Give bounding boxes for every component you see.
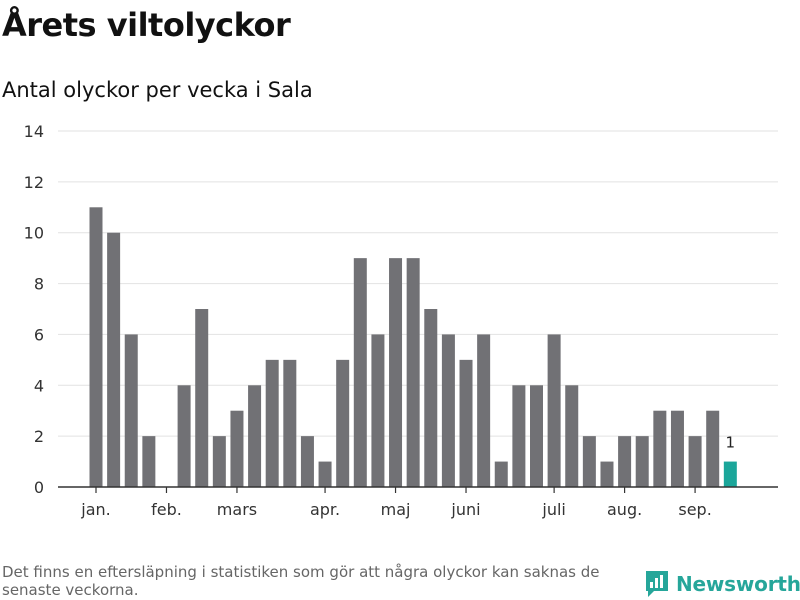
bar [248,385,262,487]
x-tick-label: mars [217,500,257,519]
chart-title: Årets viltolyckor [2,6,291,44]
x-axis-ticks: jan. feb. mars apr. maj juni juli aug. sep. [80,487,712,519]
bar [530,385,543,487]
bar [600,461,614,487]
y-axis-ticks: 0 2 4 6 8 10 12 14 [24,122,44,497]
y-tick-label: 2 [34,427,44,446]
bar [477,334,491,487]
bar [441,334,455,487]
y-tick-label: 10 [24,224,44,243]
data-label: 1 [726,434,736,452]
bar [706,410,720,487]
bar [353,258,367,487]
bar [230,410,244,487]
bars [89,207,737,488]
bar [389,258,403,487]
x-tick-label: juli [541,500,565,519]
bar [336,359,350,487]
bar [406,258,420,487]
bar [371,334,385,487]
bar [212,436,226,487]
bar [618,436,632,487]
bar [547,334,561,487]
y-tick-label: 4 [34,376,44,395]
bar [107,232,121,487]
newsworthy-logo-icon [646,571,668,597]
x-tick-label: feb. [151,500,182,519]
bar-highlighted [723,461,737,487]
chart-subtitle: Antal olyckor per vecka i Sala [2,78,313,102]
bar [318,461,332,487]
bar [142,436,156,487]
bar [300,436,314,487]
x-tick-label: sep. [678,500,711,519]
bar [582,436,596,487]
brand-name: Newsworthy [676,572,800,596]
bar [565,385,579,487]
bar [265,359,279,487]
bar [670,410,684,487]
bar [89,207,103,488]
bar [494,461,508,487]
x-tick-label: juni [450,500,480,519]
brand-logo: Newsworthy [644,568,800,600]
bar [653,410,667,487]
x-tick-label: aug. [607,500,642,519]
bar [424,309,438,487]
y-tick-label: 6 [34,325,44,344]
bar [177,385,191,487]
x-tick-label: apr. [310,500,340,519]
data-labels: 1 [726,434,736,452]
bar [283,359,297,487]
bar-chart: 0 2 4 6 8 10 12 14 jan. feb. mars apr. maj juni juli a… [24,122,778,519]
bar [635,436,649,487]
y-tick-label: 14 [24,122,44,141]
y-tick-label: 12 [24,173,44,192]
y-tick-label: 0 [34,478,44,497]
bar [195,309,209,487]
y-tick-label: 8 [34,275,44,294]
bar [124,334,138,487]
footnote: Det finns en eftersläpning i statistiken… [2,563,600,599]
bar [459,359,473,487]
x-tick-label: maj [381,500,411,519]
bar [512,385,526,487]
bar [688,436,702,487]
x-tick-label: jan. [80,500,110,519]
